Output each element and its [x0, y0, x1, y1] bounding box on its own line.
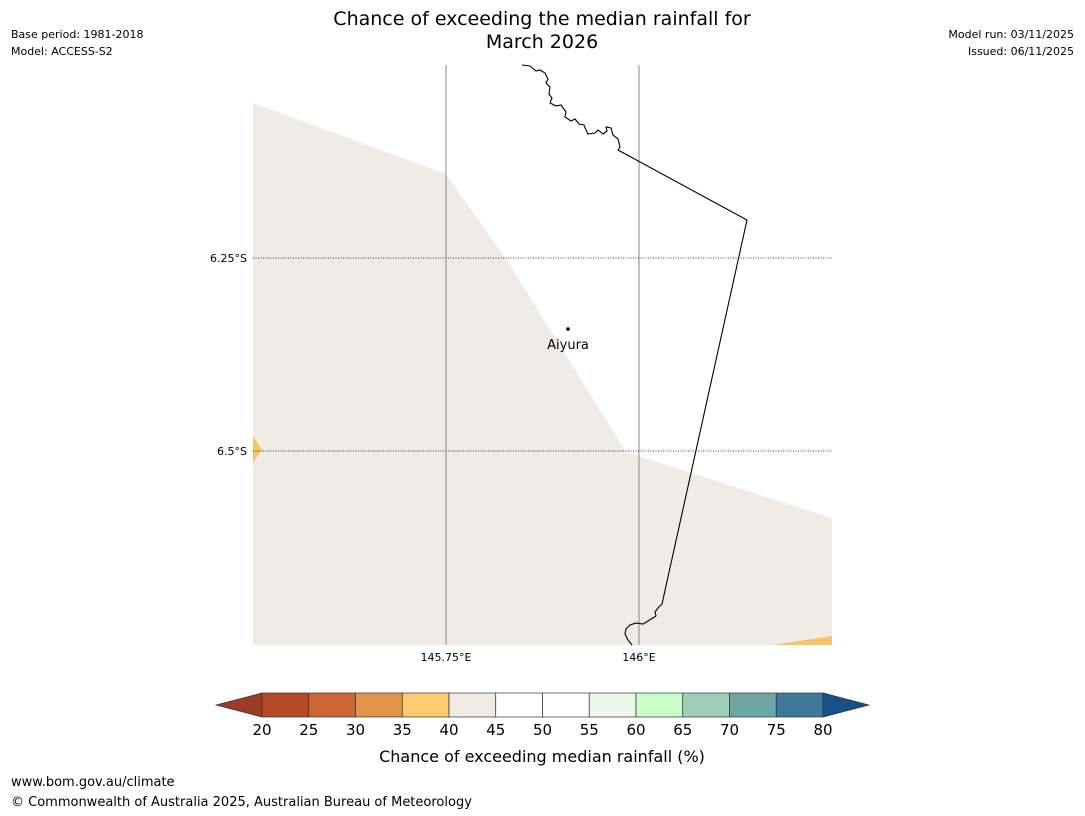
- lon-label-145-75: 145.75°E: [421, 651, 472, 664]
- colorbar-segment: [495, 692, 543, 718]
- title-line-1: Chance of exceeding the median rainfall …: [333, 8, 751, 30]
- colorbar-tick-label: 30: [346, 721, 365, 739]
- colorbar-segment: [542, 692, 590, 718]
- colorbar-tick-label: 35: [393, 721, 412, 739]
- lat-label-6-25: 6.25°S: [210, 252, 247, 265]
- region-40-45-upper: [253, 103, 626, 452]
- colorbar-segment: [682, 692, 730, 718]
- colorbar-segment: [729, 692, 777, 718]
- title-line-2: March 2026: [485, 31, 599, 53]
- footer-url: www.bom.gov.au/climate: [11, 775, 175, 790]
- location-label: Aiyura: [547, 338, 589, 353]
- lat-label-6-5: 6.5°S: [217, 445, 247, 458]
- colorbar-segment: [355, 692, 403, 718]
- colorbar-tick-label: 60: [626, 721, 645, 739]
- colorbar-segment: [448, 692, 497, 718]
- colorbar-tick-label: 65: [673, 721, 692, 739]
- header-meta-right: Model run: 03/11/2025 Issued: 06/11/2025: [948, 26, 1074, 60]
- colorbar-tick-label: 55: [580, 721, 599, 739]
- colorbar-tick-label: 40: [439, 721, 458, 739]
- colorbar-tick-label: 75: [767, 721, 786, 739]
- region-40-45-lower: [253, 452, 832, 645]
- colorbar-tick-label: 50: [533, 721, 552, 739]
- colorbar-tick-label: 45: [486, 721, 505, 739]
- colorbar-segment: [308, 692, 356, 718]
- colorbar-tick-label: 25: [299, 721, 318, 739]
- base-period-text: Base period: 1981-2018: [11, 28, 144, 41]
- colorbar-tick-label: 80: [813, 721, 832, 739]
- colorbar-extend-low: [214, 692, 263, 718]
- colorbar-segment: [635, 692, 684, 718]
- header-meta-left: Base period: 1981-2018 Model: ACCESS-S2: [11, 26, 143, 60]
- model-text: Model: ACCESS-S2: [11, 45, 113, 58]
- colorbar-segment: [588, 692, 637, 718]
- region-35-40-left: [253, 436, 262, 462]
- legend-title: Chance of exceeding median rainfall (%): [379, 747, 705, 766]
- footer-copyright: © Commonwealth of Australia 2025, Austra…: [11, 795, 472, 810]
- page-title: Chance of exceeding the median rainfall …: [242, 8, 842, 54]
- region-35-40-bottom-right: [772, 636, 832, 645]
- issued-text: Issued: 06/11/2025: [967, 45, 1074, 58]
- colorbar-legend: 20 25 30 35 40 45 50 55 60 65 70 75 80: [214, 692, 871, 739]
- colorbar-segment: [775, 692, 824, 718]
- location-marker: [566, 327, 570, 331]
- colorbar-tick-label: 70: [720, 721, 739, 739]
- colorbar-segment: [401, 692, 450, 718]
- colorbar-extend-high: [822, 692, 871, 718]
- colorbar-segment: [261, 692, 310, 718]
- colorbar-tick-label: 20: [252, 721, 271, 739]
- model-run-text: Model run: 03/11/2025: [948, 28, 1074, 41]
- province-boundary: [521, 64, 748, 646]
- lon-label-146: 146°E: [622, 651, 655, 664]
